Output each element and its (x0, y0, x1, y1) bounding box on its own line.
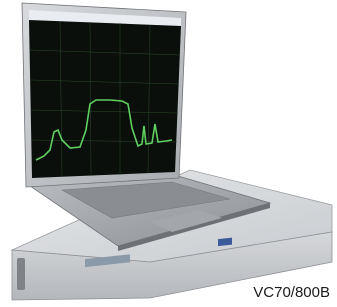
page: {"caption": "VC70/800B"} (0, 0, 337, 307)
rack-logo (218, 238, 232, 246)
product-label: VC70/800B (253, 284, 330, 301)
product-photo: VC70/800B (0, 0, 337, 307)
display (29, 20, 181, 178)
laptop-lid (22, 3, 186, 187)
rack-handle (17, 258, 25, 290)
